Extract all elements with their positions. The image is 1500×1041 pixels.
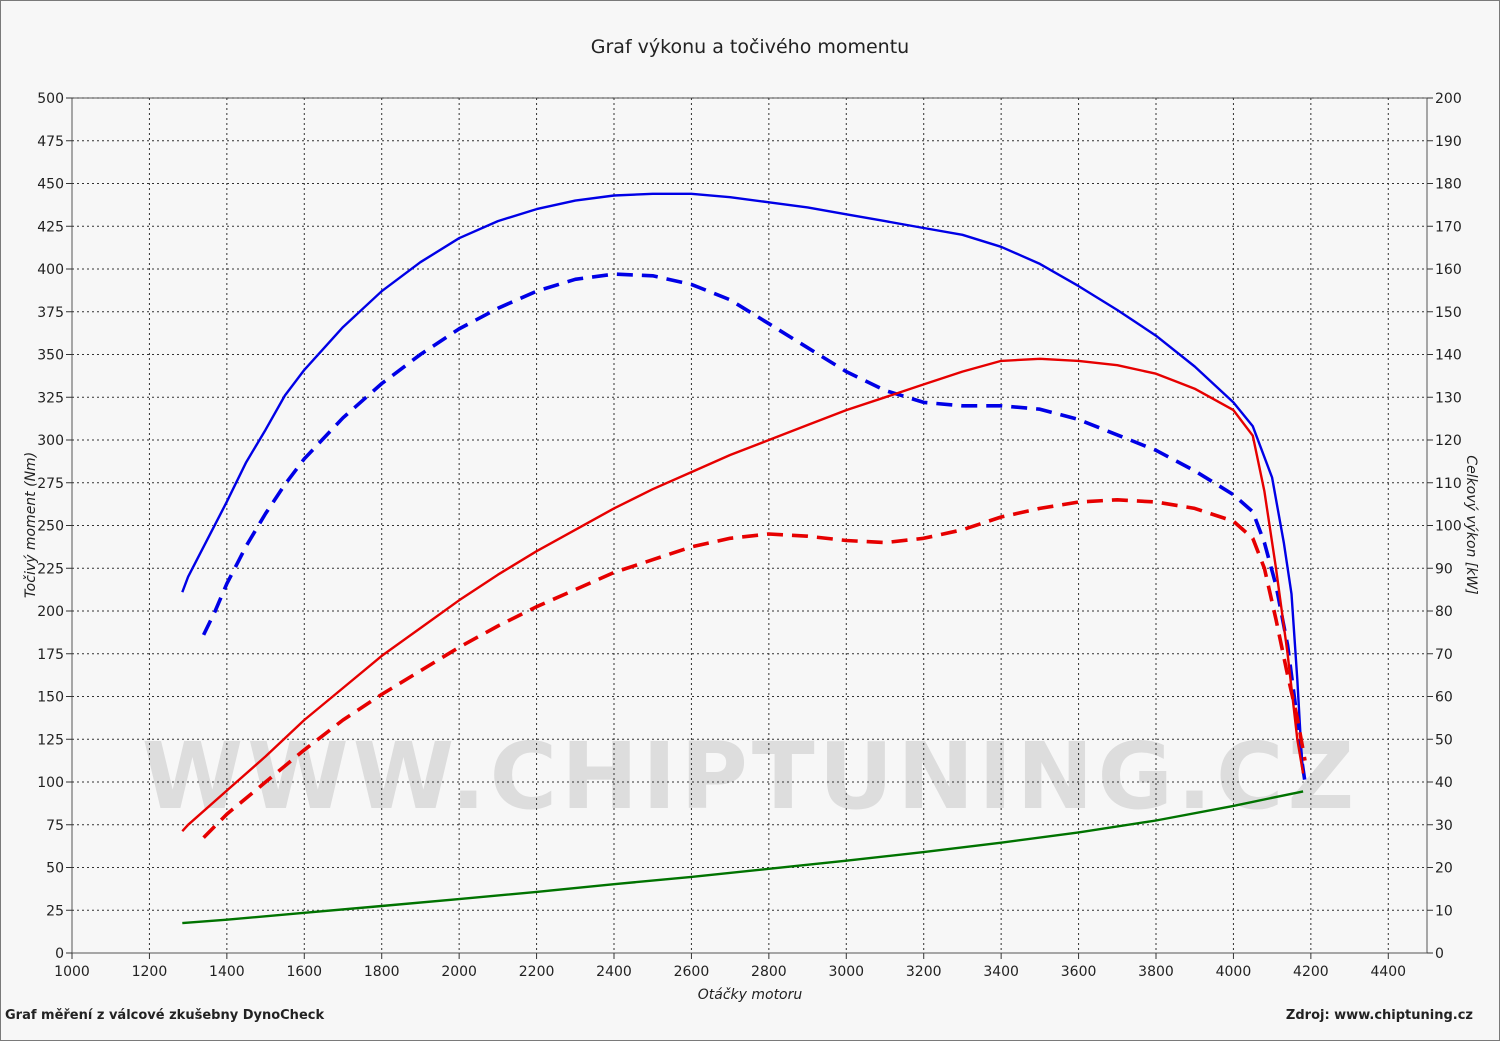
y-right-tick-label: 70 bbox=[1435, 647, 1453, 663]
y-right-tick-label: 0 bbox=[1435, 946, 1444, 962]
y-left-tick-label: 25 bbox=[46, 903, 64, 919]
x-tick-label: 4400 bbox=[1370, 964, 1406, 980]
x-axis-label: Otáčky motoru bbox=[698, 987, 803, 1003]
chart-title: Graf výkonu a točivého momentu bbox=[591, 36, 909, 58]
grid bbox=[72, 97, 1427, 953]
y-right-tick-label: 60 bbox=[1435, 690, 1453, 706]
x-tick-label: 4000 bbox=[1216, 964, 1252, 980]
y-right-tick-label: 80 bbox=[1435, 604, 1453, 620]
x-tick-label: 3800 bbox=[1138, 964, 1174, 980]
y-left-tick-label: 450 bbox=[37, 177, 64, 193]
x-tick-label: 3400 bbox=[983, 964, 1019, 980]
y-left-tick-label: 100 bbox=[37, 775, 64, 791]
x-tick-label: 4200 bbox=[1293, 964, 1329, 980]
x-tick-label: 2600 bbox=[674, 964, 710, 980]
y-left-tick-label: 325 bbox=[37, 390, 64, 406]
x-tick-label: 1200 bbox=[132, 964, 168, 980]
x-tick-label: 2200 bbox=[519, 964, 555, 980]
y-right-axis-ticks: 0 10 20 30 40 50 60 70 80 90 100 110 120 130 140 150 160… bbox=[1427, 91, 1462, 962]
y-right-tick-label: 140 bbox=[1435, 348, 1462, 364]
y-left-tick-label: 75 bbox=[46, 818, 64, 834]
y-right-tick-label: 160 bbox=[1435, 262, 1462, 278]
y-left-axis-label: Točivý moment (Nm) bbox=[23, 452, 39, 598]
y-right-tick-label: 40 bbox=[1435, 775, 1453, 791]
y-right-axis-label: Celkový výkon [kW] bbox=[1463, 455, 1479, 594]
y-left-tick-label: 125 bbox=[37, 732, 64, 748]
y-left-tick-label: 225 bbox=[37, 561, 64, 577]
y-left-tick-label: 250 bbox=[37, 519, 64, 535]
x-tick-label: 3200 bbox=[906, 964, 942, 980]
x-tick-label: 2000 bbox=[441, 964, 477, 980]
watermark: WWW.CHIPTUNING.CZ bbox=[142, 723, 1358, 830]
x-tick-label: 3000 bbox=[828, 964, 864, 980]
series-line-power-tuned bbox=[181, 357, 1305, 833]
x-tick-label: 2800 bbox=[751, 964, 787, 980]
y-left-tick-label: 50 bbox=[46, 861, 64, 877]
series-line-torque-stock bbox=[201, 272, 1307, 783]
footer-source-note: Graf měření z válcové zkušebny DynoCheck bbox=[5, 1008, 324, 1023]
y-left-tick-label: 400 bbox=[37, 262, 64, 278]
y-right-tick-label: 180 bbox=[1435, 177, 1462, 193]
y-left-tick-label: 375 bbox=[37, 305, 64, 321]
y-right-tick-label: 20 bbox=[1435, 861, 1453, 877]
y-right-tick-label: 30 bbox=[1435, 818, 1453, 834]
y-right-tick-label: 170 bbox=[1435, 219, 1462, 235]
x-tick-label: 1600 bbox=[286, 964, 322, 980]
series-group bbox=[181, 192, 1307, 925]
series-line-power-loss bbox=[182, 790, 1304, 925]
series-line-torque-tuned bbox=[181, 192, 1305, 774]
y-left-tick-label: 0 bbox=[55, 946, 64, 962]
y-left-tick-label: 300 bbox=[37, 433, 64, 449]
y-right-tick-label: 150 bbox=[1435, 305, 1462, 321]
y-left-tick-label: 200 bbox=[37, 604, 64, 620]
y-left-tick-label: 150 bbox=[37, 690, 64, 706]
x-tick-label: 1800 bbox=[364, 964, 400, 980]
y-right-tick-label: 50 bbox=[1435, 732, 1453, 748]
y-left-tick-label: 475 bbox=[37, 134, 64, 150]
y-left-tick-label: 350 bbox=[37, 348, 64, 364]
y-right-tick-label: 110 bbox=[1435, 476, 1462, 492]
x-axis-ticks: 1000 1200 1400 1600 1800 2000 2200 2400 2600 2800… bbox=[54, 953, 1406, 980]
footer-credit: Zdroj: www.chiptuning.cz bbox=[1286, 1008, 1473, 1023]
x-tick-label: 2400 bbox=[596, 964, 632, 980]
y-left-tick-label: 425 bbox=[37, 219, 64, 235]
y-right-tick-label: 120 bbox=[1435, 433, 1462, 449]
x-tick-label: 1000 bbox=[54, 964, 90, 980]
y-left-axis-ticks: 0 25 50 75 100 125 150 175 200 225 250 275 300 325 350… bbox=[37, 91, 72, 962]
y-right-tick-label: 10 bbox=[1435, 903, 1453, 919]
series-line-power-stock bbox=[202, 498, 1307, 839]
x-tick-label: 1400 bbox=[209, 964, 245, 980]
x-tick-label: 3600 bbox=[1061, 964, 1097, 980]
y-left-tick-label: 175 bbox=[37, 647, 64, 663]
watermark-text: WWW.CHIPTUNING.CZ bbox=[142, 723, 1358, 830]
y-left-tick-label: 275 bbox=[37, 476, 64, 492]
y-right-tick-label: 130 bbox=[1435, 390, 1462, 406]
y-right-tick-label: 100 bbox=[1435, 519, 1462, 535]
y-left-tick-label: 500 bbox=[37, 91, 64, 107]
y-right-tick-label: 90 bbox=[1435, 561, 1453, 577]
y-right-tick-label: 200 bbox=[1435, 91, 1462, 107]
y-right-tick-label: 190 bbox=[1435, 134, 1462, 150]
